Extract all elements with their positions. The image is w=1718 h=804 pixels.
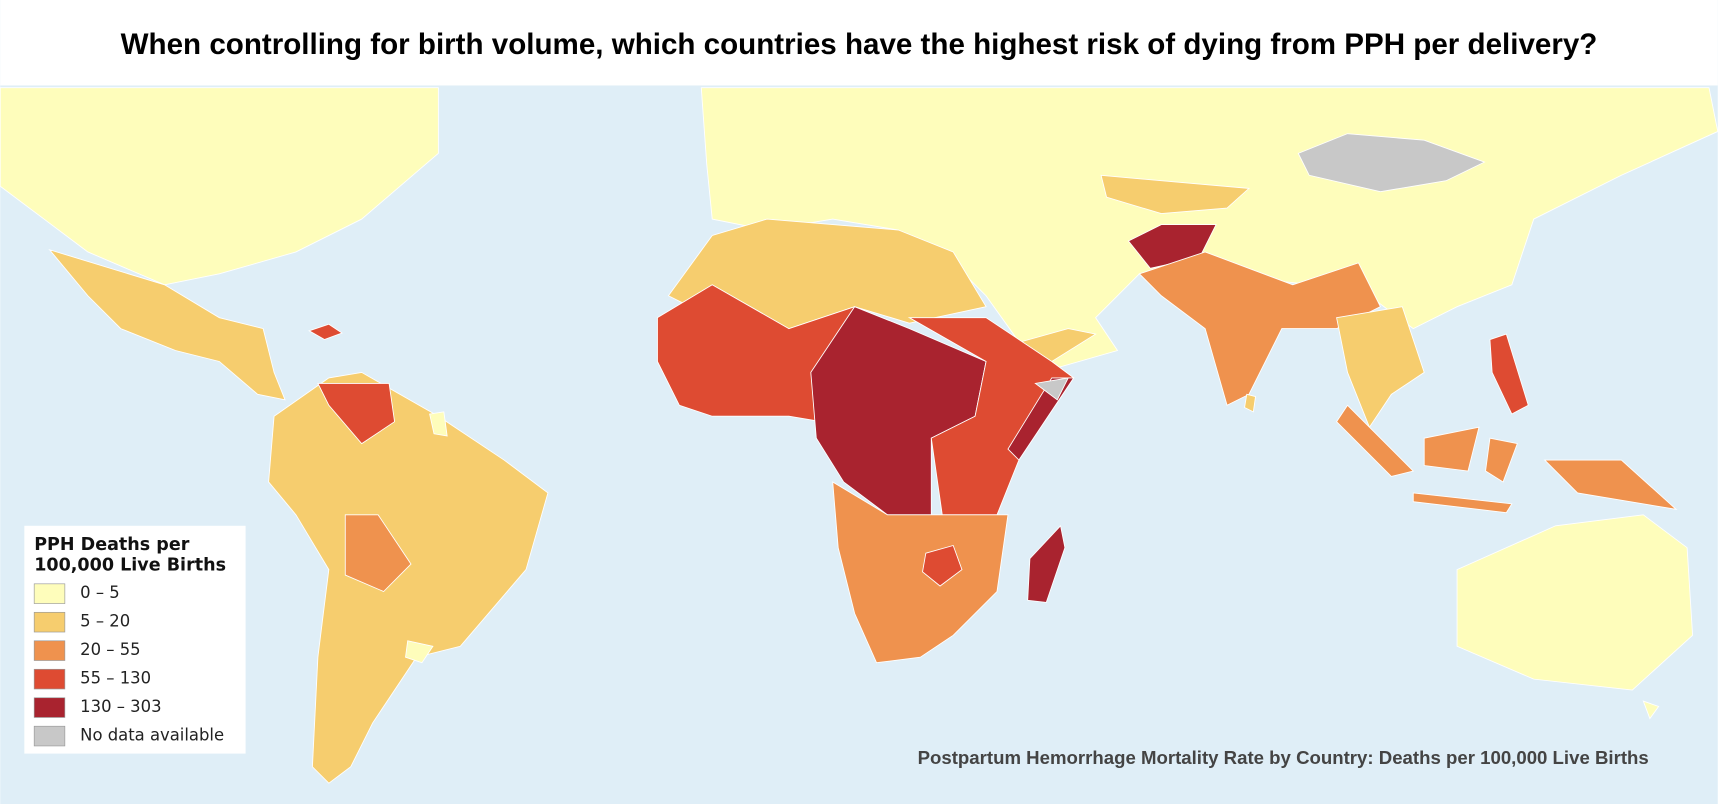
legend-label: 5 – 20: [80, 612, 130, 631]
country: [1642, 700, 1660, 720]
country: [268, 371, 549, 784]
country: [308, 323, 343, 341]
legend-swatch: [33, 668, 66, 690]
caption: Postpartum Hemorrhage Mortality Rate by …: [918, 747, 1649, 768]
countries: [0, 87, 1718, 784]
legend-label: No data available: [80, 726, 224, 745]
country: [1336, 306, 1425, 429]
legend-title-box: PPH Deaths per 100,000 Live Births: [34, 533, 226, 576]
country: [1297, 133, 1486, 193]
country: [1027, 524, 1066, 603]
legend-swatch: [33, 583, 66, 604]
legend-swatch: [33, 697, 66, 718]
country: [317, 382, 396, 445]
legend-swatch: [33, 725, 66, 747]
country: [405, 640, 434, 664]
country: [1412, 492, 1513, 514]
legend-items: 0 – 5 5 – 20 20 – 55 55 – 130 130 – 303 No da…: [33, 583, 224, 747]
country: [1456, 514, 1694, 691]
country: [1138, 251, 1381, 406]
legend-label: 55 – 130: [80, 669, 151, 688]
country: [1100, 174, 1250, 215]
country: [429, 411, 448, 437]
country: [922, 544, 963, 587]
legend-swatch: [33, 611, 66, 633]
country: [1034, 377, 1069, 401]
country: [1336, 404, 1415, 477]
country: [0, 87, 439, 286]
country: [1423, 426, 1480, 472]
legend-label: 0 – 5: [80, 583, 120, 602]
title: When controlling for birth volume, which…: [121, 28, 1598, 61]
country: [1244, 393, 1257, 413]
legend-label: 130 – 303: [80, 697, 161, 716]
country: [48, 248, 286, 401]
title-bar: [0, 0, 1718, 86]
country: [832, 481, 1009, 664]
legend-title: PPH Deaths per 100,000 Live Births: [34, 533, 226, 576]
country: [1485, 437, 1518, 483]
country: [1543, 459, 1678, 511]
country: [344, 514, 412, 593]
country: [1489, 333, 1529, 415]
legend-swatch: [33, 640, 66, 661]
legend-label: 20 – 55: [80, 640, 140, 659]
